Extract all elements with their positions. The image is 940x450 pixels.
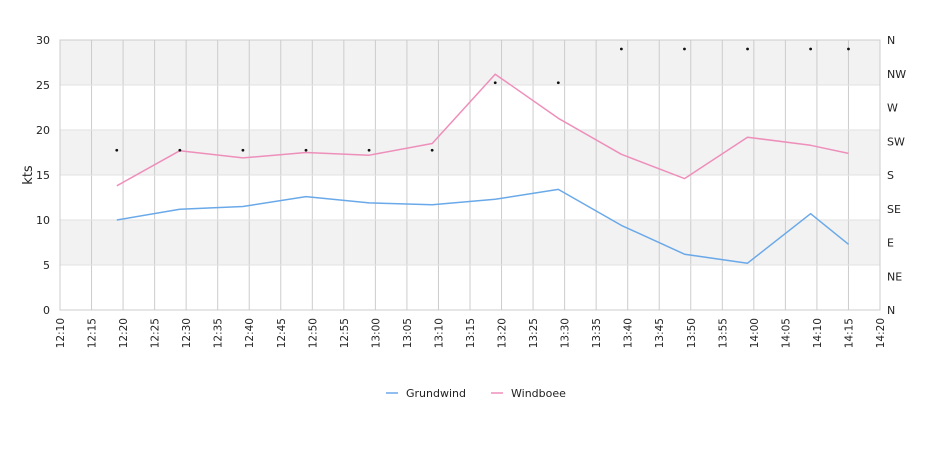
series-line-windboee xyxy=(116,73,849,187)
x-tick-label: 13:40 xyxy=(623,318,635,348)
x-tick-label: 12:25 xyxy=(150,318,162,348)
direction-marker xyxy=(847,47,850,51)
direction-markers xyxy=(115,47,850,152)
x-tick-label: 13:55 xyxy=(717,318,729,348)
direction-marker xyxy=(683,47,686,51)
x-tick-label: 12:40 xyxy=(244,318,256,348)
direction-tick-label: NW xyxy=(887,68,906,81)
x-tick-label: 14:15 xyxy=(843,318,855,348)
x-tick-label: 14:20 xyxy=(875,318,887,348)
x-tick-label: 13:50 xyxy=(686,318,698,348)
series-lines xyxy=(116,73,849,264)
y-tick-label: 30 xyxy=(36,34,50,47)
y-tick-label: 20 xyxy=(36,124,50,137)
legend-label-grundwind: Grundwind xyxy=(406,387,466,400)
direction-tick-label: E xyxy=(887,237,894,250)
legend-label-windboee: Windboee xyxy=(511,387,566,400)
direction-tick-label: W xyxy=(887,102,898,115)
direction-tick-label: S xyxy=(887,169,894,182)
direction-marker xyxy=(556,81,560,85)
x-tick-label: 13:35 xyxy=(591,318,603,348)
direction-marker xyxy=(619,47,623,51)
x-tick-label: 13:15 xyxy=(465,318,477,348)
y-tick-label: 25 xyxy=(36,79,50,92)
direction-marker xyxy=(367,148,371,152)
direction-tick-label: N xyxy=(887,34,895,47)
x-tick-label: 13:25 xyxy=(528,318,540,348)
direction-marker xyxy=(241,148,245,152)
x-tick-label: 12:30 xyxy=(181,318,193,348)
x-tick-label: 14:05 xyxy=(780,318,792,348)
x-tick-label: 12:20 xyxy=(118,318,130,348)
x-tick-label: 13:10 xyxy=(433,318,445,348)
x-tick-label: 12:45 xyxy=(276,318,288,348)
direction-axis-ticks: N NE E SE S SW W NW N xyxy=(887,34,906,317)
series-line-grundwind xyxy=(116,188,849,264)
y-axis-ticks: 0 5 10 15 20 25 30 xyxy=(36,34,50,317)
x-tick-label: 14:10 xyxy=(812,318,824,348)
legend: Grundwind Windboee xyxy=(386,387,566,400)
direction-marker xyxy=(809,47,813,51)
direction-marker xyxy=(430,148,434,152)
direction-tick-label: SE xyxy=(887,203,901,216)
direction-tick-label: N xyxy=(887,304,895,317)
direction-marker xyxy=(115,148,119,152)
y-tick-label: 0 xyxy=(43,304,50,317)
direction-marker xyxy=(304,148,308,152)
y-tick-label: 10 xyxy=(36,214,50,227)
x-tick-label: 14:00 xyxy=(749,318,761,348)
x-tick-label: 13:30 xyxy=(560,318,572,348)
x-tick-label: 12:35 xyxy=(213,318,225,348)
direction-marker xyxy=(493,81,497,85)
plot-area-frame xyxy=(59,39,881,311)
y-tick-label: 15 xyxy=(36,169,50,182)
x-tick-label: 12:55 xyxy=(339,318,351,348)
x-tick-label: 12:15 xyxy=(87,318,99,348)
x-tick-label: 12:50 xyxy=(307,318,319,348)
direction-tick-label: NE xyxy=(887,270,902,283)
x-tick-label: 13:20 xyxy=(497,318,509,348)
x-tick-label: 13:45 xyxy=(654,318,666,348)
y-axis-label: kts xyxy=(21,165,36,185)
x-tick-label: 12:10 xyxy=(55,318,67,348)
x-axis-ticks: 12:10 12:15 12:20 12:25 12:30 12:35 12:40 12:45… xyxy=(55,318,887,348)
x-tick-label: 13:05 xyxy=(402,318,414,348)
x-tick-label: 13:00 xyxy=(370,318,382,348)
direction-marker xyxy=(746,47,749,51)
y-tick-label: 5 xyxy=(43,259,50,272)
direction-marker xyxy=(178,148,182,152)
direction-tick-label: SW xyxy=(887,135,905,148)
